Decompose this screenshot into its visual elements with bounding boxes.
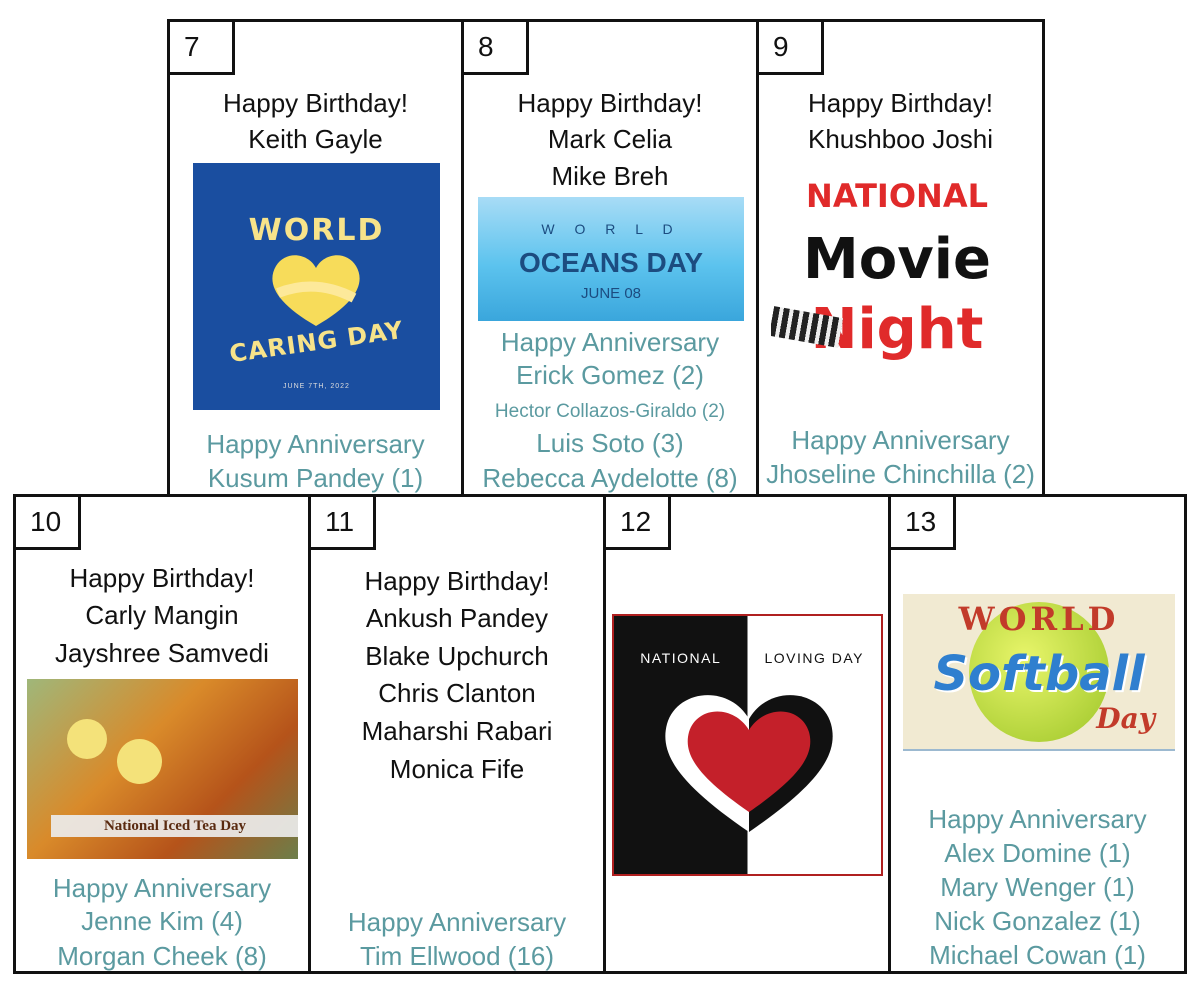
day-number: 7 bbox=[167, 19, 235, 75]
day-cell-8: 8 Happy Birthday! Mark Celia Mike Breh W… bbox=[461, 19, 759, 498]
day-cell-7: 7 Happy Birthday! Keith Gayle WORLD CARI… bbox=[167, 19, 464, 498]
birthday-name: Maharshi Rabari bbox=[361, 716, 553, 746]
birthday-heading: Happy Birthday! bbox=[364, 566, 550, 596]
anniversary-name: Alex Domine (1) bbox=[944, 838, 1131, 868]
anniversary-name: Nick Gonzalez (1) bbox=[934, 906, 1141, 936]
national-loving-day-image: NATIONAL LOVING DAY bbox=[612, 614, 883, 876]
day-cell-11: 11 Happy Birthday! Ankush Pandey Blake U… bbox=[308, 494, 606, 974]
image-title: Softball bbox=[933, 646, 1145, 702]
image-title: OCEANS DAY bbox=[518, 247, 704, 278]
image-text: W O R L D bbox=[541, 221, 681, 237]
anniversary-name: Mary Wenger (1) bbox=[940, 872, 1135, 902]
day-cell-9: 9 Happy Birthday! Khushboo Joshi NATIONA… bbox=[756, 19, 1045, 498]
image-text: NATIONAL bbox=[640, 650, 722, 666]
anniversary-heading: Happy Anniversary bbox=[791, 425, 1010, 455]
birthday-name: Keith Gayle bbox=[248, 124, 383, 154]
world-oceans-day-image: W O R L D OCEANS DAY JUNE 08 bbox=[478, 197, 744, 321]
birthday-name: Monica Fife bbox=[389, 754, 525, 784]
anniversary-name: Michael Cowan (1) bbox=[929, 940, 1146, 970]
national-iced-tea-day-image: National Iced Tea Day bbox=[27, 679, 298, 859]
birthday-name: Jayshree Samvedi bbox=[55, 638, 269, 668]
image-text: LOVING DAY bbox=[764, 650, 865, 666]
birthday-name: Ankush Pandey bbox=[365, 603, 549, 633]
day-cell-10: 10 Happy Birthday! Carly Mangin Jayshree… bbox=[13, 494, 311, 974]
anniversary-heading: Happy Anniversary bbox=[206, 429, 425, 459]
birthday-name: Khushboo Joshi bbox=[807, 124, 994, 154]
image-date: JUNE 7TH, 2022 bbox=[283, 383, 350, 390]
anniversary-name: Luis Soto (3) bbox=[536, 428, 684, 458]
day-number: 11 bbox=[308, 494, 376, 550]
heart-hug-icon bbox=[272, 255, 360, 326]
birthday-name: Carly Mangin bbox=[85, 600, 239, 630]
birthday-name: Chris Clanton bbox=[378, 678, 536, 708]
image-subtitle: Day bbox=[1096, 702, 1155, 735]
day-number: 8 bbox=[461, 19, 529, 75]
anniversary-name: Kusum Pandey (1) bbox=[207, 463, 424, 493]
day-cell-12: 12 NATIONAL LOVING DAY bbox=[603, 494, 891, 974]
anniversary-name: Jhoseline Chinchilla (2) bbox=[766, 459, 1035, 489]
image-title: National Iced Tea Day bbox=[51, 815, 298, 837]
anniversary-heading: Happy Anniversary bbox=[347, 907, 567, 937]
image-text: NATIONAL bbox=[806, 177, 988, 215]
day-number: 9 bbox=[756, 19, 824, 75]
anniversary-name: Morgan Cheek (8) bbox=[57, 941, 267, 971]
world-softball-day-image: WORLD Softball Day bbox=[903, 594, 1175, 751]
image-text: WORLD bbox=[958, 600, 1120, 638]
anniversary-name: Rebecca Aydelotte (8) bbox=[482, 463, 738, 493]
national-movie-night-image: NATIONAL Movie Night bbox=[771, 177, 1023, 397]
anniversary-heading: Happy Anniversary bbox=[928, 804, 1147, 834]
day-number: 13 bbox=[888, 494, 956, 550]
heart-icon bbox=[665, 695, 833, 832]
anniversary-name: Hector Collazos-Giraldo (2) bbox=[494, 401, 726, 422]
birthday-heading: Happy Birthday! bbox=[69, 563, 255, 593]
birthday-heading: Happy Birthday! bbox=[808, 88, 993, 118]
day-number: 10 bbox=[13, 494, 81, 550]
anniversary-heading: Happy Anniversary bbox=[52, 873, 272, 903]
day-number: 12 bbox=[603, 494, 671, 550]
day-cell-13: 13 WORLD Softball Day Happy Anniversary … bbox=[888, 494, 1187, 974]
anniversary-heading: Happy Anniversary bbox=[500, 327, 720, 357]
birthday-name: Mark Celia bbox=[547, 124, 673, 154]
birthday-heading: Happy Birthday! bbox=[223, 88, 408, 118]
birthday-name: Mike Breh bbox=[551, 161, 669, 191]
birthday-heading: Happy Birthday! bbox=[517, 88, 703, 118]
anniversary-name: Jenne Kim (4) bbox=[81, 906, 243, 936]
image-date: JUNE 08 bbox=[580, 285, 642, 302]
birthday-name: Blake Upchurch bbox=[365, 641, 549, 671]
anniversary-name: Tim Ellwood (16) bbox=[359, 941, 555, 971]
world-caring-day-image: WORLD CARING DAY JUNE 7TH, 2022 bbox=[193, 163, 440, 410]
image-title: Movie bbox=[803, 227, 991, 292]
anniversary-name: Erick Gomez (2) bbox=[516, 360, 704, 390]
